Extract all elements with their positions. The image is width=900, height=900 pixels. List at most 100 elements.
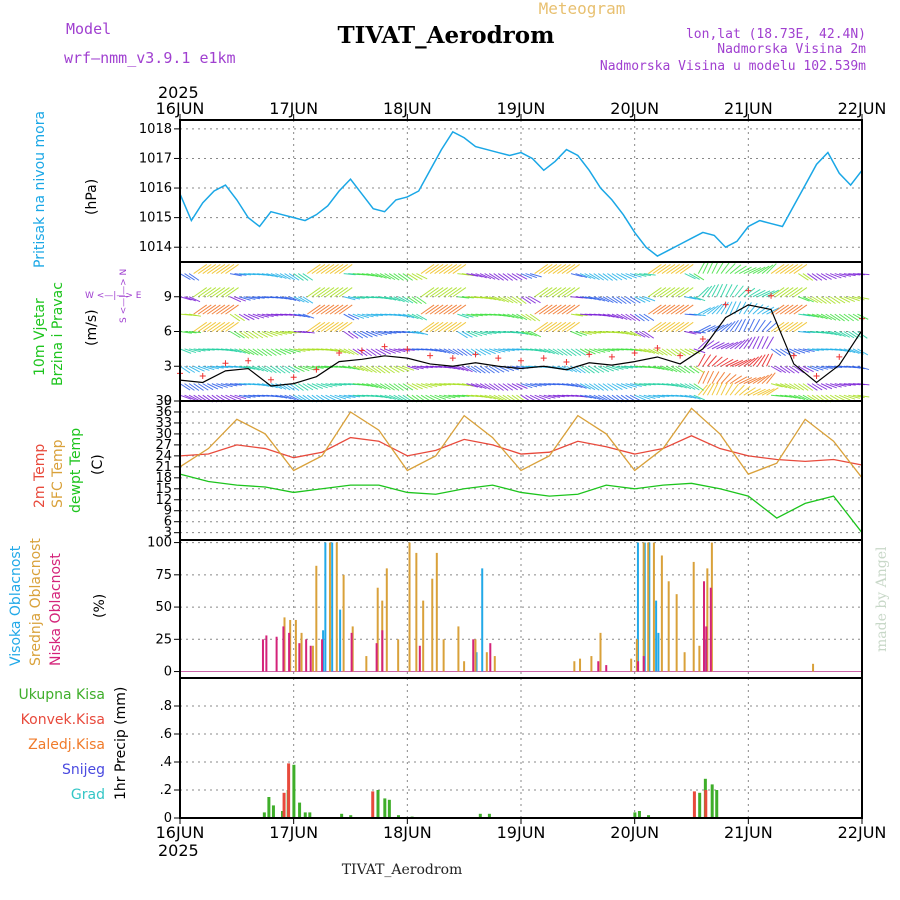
wind-barb <box>452 348 464 356</box>
wind-barb <box>766 387 779 396</box>
wind-barb <box>779 321 794 332</box>
wind-barb <box>639 296 651 303</box>
wind-barb <box>479 273 492 280</box>
wind-barb <box>507 348 520 351</box>
panel-frame-precip <box>179 677 863 819</box>
wind-barb <box>670 287 685 298</box>
wind-barb <box>661 321 676 332</box>
cloud-low-bar <box>489 643 492 672</box>
wind-barb <box>611 383 623 390</box>
model-name: wrf—nmm_v3.9.1 e1km <box>64 49 236 67</box>
wind-barb <box>561 383 574 387</box>
wind-barb <box>443 394 456 399</box>
wind-barb <box>379 383 391 391</box>
wind-barb <box>193 365 205 372</box>
wind-barb <box>343 394 356 398</box>
temp-2m-line <box>179 435 863 466</box>
wind-barb <box>734 376 748 385</box>
wind-barb <box>234 348 246 354</box>
wind-gust-mark <box>563 358 570 365</box>
wind-barb <box>493 394 505 402</box>
wind-barb <box>379 348 392 355</box>
wind-barb <box>670 304 685 315</box>
y-tick-label: 3 <box>164 526 172 541</box>
wind-barb <box>197 263 212 274</box>
wind-barb <box>793 263 808 274</box>
wind-barb <box>325 383 338 387</box>
precip-total-bar <box>281 811 285 818</box>
wind-barb <box>361 383 374 388</box>
wind-barb <box>502 313 515 318</box>
wind-barb <box>743 377 757 385</box>
wind-barb <box>298 365 310 372</box>
wind-barb <box>416 273 428 280</box>
wind-barb <box>357 313 369 319</box>
wind-barb <box>220 383 233 388</box>
wind-barb <box>670 348 682 357</box>
cloud-mid-bar <box>463 661 466 672</box>
wind-barb <box>279 273 291 280</box>
wind-barb <box>716 342 730 350</box>
wind-barb <box>729 284 738 298</box>
wind-barb <box>679 348 691 356</box>
wind-barb <box>425 287 439 298</box>
wind-barb <box>179 394 192 400</box>
wind-barb <box>607 313 619 319</box>
wind-barb <box>497 383 509 391</box>
cloud-low-bar <box>305 639 308 672</box>
wind-barb <box>679 383 692 390</box>
cloud-high-bar <box>331 542 334 672</box>
wind-barb <box>575 383 587 389</box>
wind-barb <box>229 296 242 303</box>
wind-barb <box>648 263 662 274</box>
wind-barb <box>770 304 785 315</box>
wind-barb <box>702 340 715 350</box>
wind-barb <box>752 375 766 385</box>
wind-barb <box>616 313 628 320</box>
wind-barb <box>234 296 246 302</box>
wind-barb <box>329 263 344 274</box>
wind-barb <box>343 365 356 370</box>
wind-barb <box>448 348 459 356</box>
wind-barb <box>452 365 465 371</box>
wind-barb <box>525 273 537 279</box>
wind-barb <box>275 394 288 399</box>
wind-barb <box>761 290 775 298</box>
x-tick-label-top: 16JUN <box>156 99 205 118</box>
wind-barb <box>657 263 671 274</box>
meteogram-label: Meteogram <box>539 0 626 18</box>
cloud-low-bar <box>309 645 312 672</box>
wind-barb <box>457 331 468 339</box>
wind-barb <box>502 348 515 352</box>
station-title: TIVAT_Aerodrom <box>338 22 555 49</box>
wind-speed-line <box>179 304 863 387</box>
wind-barb <box>675 383 687 389</box>
precip-total-bar <box>487 813 491 818</box>
wind-barb <box>670 365 682 373</box>
wind-barb <box>229 383 242 386</box>
wind-barb <box>316 287 330 298</box>
precip-total-bar <box>710 784 714 818</box>
wind-gust-mark <box>290 374 297 381</box>
wind-barb <box>379 331 392 335</box>
wind-barb <box>734 384 745 396</box>
wind-barb <box>643 313 655 322</box>
wind-barb <box>648 365 661 370</box>
wind-barb <box>775 348 786 356</box>
wind-barb <box>602 313 615 318</box>
wind-barb <box>757 374 769 385</box>
wind-barb <box>807 296 819 304</box>
wind-barb <box>775 383 788 389</box>
wind-barb <box>434 263 449 274</box>
wind-barb <box>766 353 774 367</box>
wind-barb <box>411 313 423 320</box>
wind-barb <box>357 331 368 339</box>
cloud-high-bar <box>475 652 478 672</box>
wind-barb <box>247 331 259 339</box>
wind-barb <box>298 313 310 318</box>
wind-barb <box>839 296 851 303</box>
wind-barb <box>302 273 314 281</box>
wind-barb <box>397 383 409 391</box>
wind-barb <box>747 336 756 350</box>
wind-barb <box>589 296 601 301</box>
